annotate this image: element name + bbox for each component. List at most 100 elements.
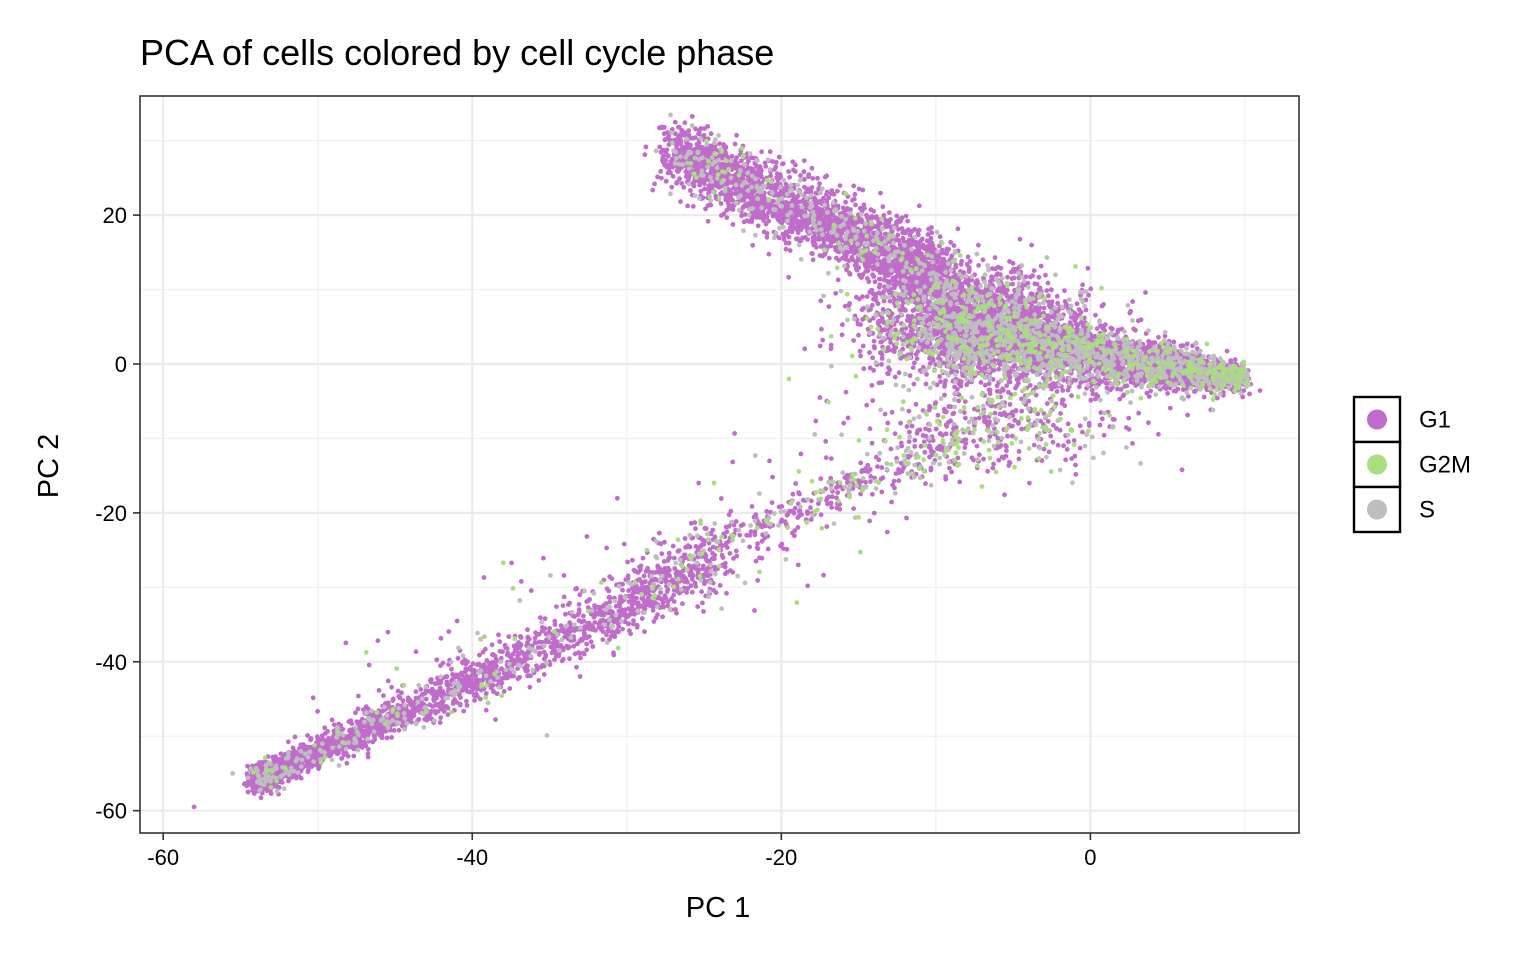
point-g1 [685, 203, 690, 209]
point-g1 [666, 168, 672, 174]
point-g1 [816, 199, 821, 205]
point-g1 [1131, 326, 1137, 332]
point-g1 [655, 174, 660, 180]
point-g1 [691, 180, 696, 186]
point-g1 [744, 218, 750, 224]
point-g1 [962, 280, 968, 285]
point-g1 [900, 230, 906, 236]
point-g1 [661, 131, 667, 137]
point-g1 [679, 127, 685, 133]
point-g1 [676, 124, 681, 130]
point-g1 [730, 222, 736, 227]
point-g1 [976, 263, 981, 268]
point-g1 [881, 277, 887, 283]
point-g1 [670, 173, 676, 179]
point-g1 [859, 307, 865, 313]
point-g1 [853, 220, 859, 225]
point-g1 [786, 234, 792, 240]
point-g1 [674, 180, 679, 186]
point-g1 [770, 210, 776, 216]
point-g1 [918, 283, 923, 288]
point-g1 [681, 184, 687, 190]
point-g1 [688, 188, 693, 193]
point-g1 [715, 182, 720, 188]
point-g1 [742, 212, 748, 217]
point-g1 [996, 366, 1002, 372]
point-g1 [992, 255, 998, 260]
point-g1 [893, 279, 899, 284]
point-g1 [784, 185, 790, 191]
point-g1 [828, 342, 834, 348]
point-g1 [836, 257, 842, 263]
point-g1 [696, 140, 702, 146]
chart-title: PCA of cells colored by cell cycle phase [140, 32, 774, 73]
point-g1 [817, 209, 823, 215]
point-g1 [814, 204, 819, 210]
point-g1 [783, 246, 789, 252]
point-g1 [693, 126, 698, 132]
point-g1 [1247, 391, 1252, 397]
point-g1 [853, 202, 858, 208]
point-g1 [1076, 307, 1082, 312]
point-g1 [854, 262, 859, 268]
point-g1 [882, 231, 888, 237]
point-g1 [854, 267, 860, 273]
point-g1 [827, 235, 832, 241]
point-g1 [728, 206, 733, 212]
point-g1 [1047, 304, 1053, 310]
point-g1 [1032, 281, 1038, 287]
point-g1 [678, 139, 684, 144]
point-g1 [1043, 272, 1048, 278]
point-g1 [872, 215, 878, 221]
point-g1 [994, 288, 1000, 294]
point-g1 [794, 213, 800, 219]
point-g1 [967, 259, 973, 264]
point-g1 [750, 242, 756, 248]
point-g1 [828, 243, 834, 249]
point-g1 [723, 145, 729, 151]
point-g1 [679, 181, 685, 186]
point-g1 [948, 239, 954, 245]
point-g1 [824, 222, 829, 228]
point-g1 [1055, 300, 1061, 306]
point-g1 [867, 350, 872, 355]
point-g1 [668, 159, 674, 165]
point-g1 [976, 242, 981, 248]
point-g1 [686, 132, 692, 138]
point-g1 [1143, 290, 1148, 295]
point-g1 [824, 192, 829, 197]
point-g1 [882, 284, 887, 290]
point-g1 [739, 213, 744, 219]
point-g1 [919, 251, 924, 256]
point-g1 [789, 229, 795, 235]
point-g1 [1069, 393, 1074, 399]
point-g1 [708, 170, 713, 176]
point-g1 [813, 190, 819, 196]
point-g1 [700, 146, 706, 152]
point-g1 [845, 206, 850, 211]
data-points [191, 112, 1263, 810]
point-g1 [1023, 274, 1029, 280]
point-g1 [809, 185, 815, 190]
point-g1 [642, 152, 648, 158]
point-g1 [865, 276, 870, 281]
point-g1 [720, 153, 726, 159]
point-g1 [860, 317, 866, 322]
point-g1 [894, 213, 900, 219]
point-g1 [810, 176, 816, 181]
point-g1 [915, 232, 921, 238]
point-g1 [678, 199, 683, 205]
point-g1 [898, 218, 904, 223]
point-g1 [998, 265, 1004, 271]
point-g1 [859, 233, 865, 239]
point-g1 [702, 186, 707, 192]
point-g1 [914, 251, 920, 257]
point-g1 [908, 230, 913, 236]
point-g1 [705, 218, 711, 224]
point-g1 [691, 147, 697, 152]
point-g1 [836, 227, 841, 233]
point-g1 [664, 136, 670, 142]
point-g1 [942, 392, 947, 398]
point-g1 [817, 181, 822, 187]
